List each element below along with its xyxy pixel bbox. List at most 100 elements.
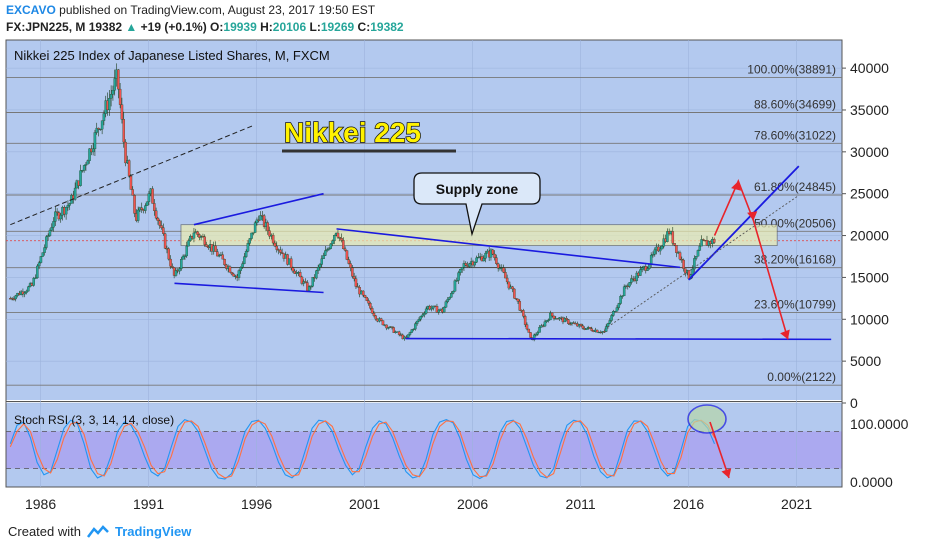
candle-body xyxy=(588,327,592,329)
candle-body xyxy=(698,245,702,251)
open-value: 19939 xyxy=(223,20,257,34)
candle-body xyxy=(230,272,233,275)
candle-body xyxy=(435,306,439,313)
candle-body xyxy=(205,244,208,247)
candle-body xyxy=(289,258,293,268)
dotted-trendline xyxy=(604,195,800,330)
candle-body xyxy=(239,267,242,271)
candle-body xyxy=(171,266,174,268)
candle-body xyxy=(127,160,131,177)
candle-body xyxy=(532,334,536,341)
candle-body xyxy=(109,94,113,99)
candle-body xyxy=(572,322,576,324)
candle-body xyxy=(651,254,655,256)
supply-zone-callout xyxy=(413,172,541,237)
candle-body xyxy=(495,257,498,264)
tradingview-brand[interactable]: TradingView xyxy=(114,524,192,539)
candle-body xyxy=(221,254,224,260)
candle-body xyxy=(280,252,284,254)
candle-body xyxy=(95,127,98,133)
candle-body xyxy=(345,250,349,260)
candle-body xyxy=(178,268,181,272)
candle-body xyxy=(621,295,624,297)
candle-body xyxy=(529,332,532,338)
lower-wedge-line xyxy=(174,282,324,294)
candle-body xyxy=(536,332,540,335)
candle-body xyxy=(293,270,296,274)
candle-body xyxy=(84,163,88,166)
candle-body xyxy=(468,263,471,267)
publish-line: EXCAVO published on TradingView.com, Aug… xyxy=(6,3,375,17)
low-value: 19269 xyxy=(320,20,355,34)
candle-body xyxy=(437,309,441,313)
dashed-trendline xyxy=(10,124,255,226)
candle-body xyxy=(424,308,428,314)
candle-body xyxy=(268,230,271,237)
candle-body xyxy=(55,211,59,213)
osc-tick-label-1: 0.0000 xyxy=(850,474,893,490)
candle-body xyxy=(579,324,583,326)
candle-body xyxy=(131,189,134,196)
candle-body xyxy=(505,277,509,283)
candle-body xyxy=(349,263,352,268)
candle-body xyxy=(482,257,486,262)
candle-body xyxy=(342,240,345,250)
candle-body xyxy=(327,248,331,250)
stoch-band-fill xyxy=(6,431,842,469)
candle-body xyxy=(507,281,511,289)
main-pane-bg xyxy=(6,40,842,400)
candle-body xyxy=(450,293,453,298)
x-tick-label-0: 1986 xyxy=(25,496,56,512)
nikkei-annotation: Nikkei 225 xyxy=(284,117,421,148)
candle-body xyxy=(309,286,313,288)
candle-body xyxy=(248,238,251,244)
candle-body xyxy=(343,248,347,251)
candle-body xyxy=(325,249,329,251)
candle-body xyxy=(567,319,570,324)
candle-body xyxy=(415,320,419,324)
candle-body xyxy=(133,195,136,214)
candle-body xyxy=(324,250,327,256)
candle-body xyxy=(167,248,170,260)
candle-body xyxy=(702,239,705,241)
high-value: 20106 xyxy=(272,20,307,34)
candle-body xyxy=(363,294,367,298)
candle-body xyxy=(619,296,622,304)
plot-border xyxy=(5,39,843,488)
author-name[interactable]: EXCAVO xyxy=(6,3,56,17)
open-label: O: xyxy=(210,20,224,34)
fib-label-3: 61.80%(24845) xyxy=(754,180,836,194)
candle-body xyxy=(552,315,556,319)
y-tick-label-7: 35000 xyxy=(850,102,889,118)
last-price: 19382 xyxy=(88,20,123,34)
candle-body xyxy=(214,245,217,252)
candle-body xyxy=(372,312,376,316)
change: +19 (+0.1%) xyxy=(140,20,207,34)
candle-body xyxy=(406,334,410,338)
candle-body xyxy=(369,303,372,309)
candle-body xyxy=(64,207,68,215)
fib-label-7: 0.00%(2122) xyxy=(767,370,836,384)
oscillator-arrowhead xyxy=(721,468,732,478)
candle-body xyxy=(41,252,44,257)
candle-body xyxy=(316,267,320,271)
candle-body xyxy=(189,235,192,241)
candle-body xyxy=(27,286,30,292)
candle-body xyxy=(34,277,37,279)
candle-body xyxy=(129,176,133,190)
candle-body xyxy=(525,324,529,330)
candle-body xyxy=(118,88,122,105)
y-tick-label-5: 25000 xyxy=(850,186,889,202)
candle-body xyxy=(410,329,414,333)
candle-body xyxy=(262,215,266,227)
candle-body xyxy=(387,327,390,329)
x-tick-label-3: 2001 xyxy=(349,496,380,512)
candle-body xyxy=(232,273,235,277)
candle-body xyxy=(477,257,480,259)
candle-body xyxy=(585,328,588,330)
candle-body xyxy=(361,290,365,296)
candle-body xyxy=(649,254,653,265)
candle-body xyxy=(117,69,120,90)
candle-body xyxy=(228,266,232,273)
